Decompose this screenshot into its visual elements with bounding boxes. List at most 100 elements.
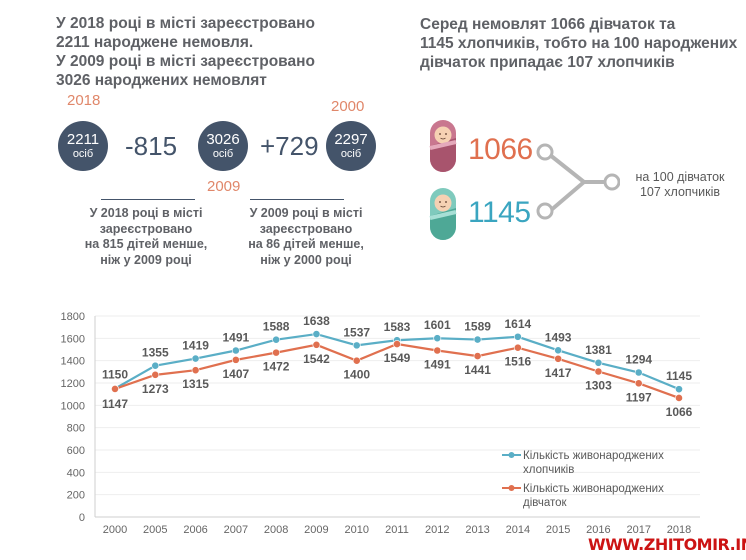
x-tick-label: 2005 [143,524,167,536]
connector-node-girls [536,143,554,161]
legend-label: Кількість живонароджених [523,483,664,495]
data-label: 1549 [384,351,411,365]
year-label-2018: 2018 [67,92,101,109]
data-label: 1537 [343,325,370,339]
circle-value: 2211 [66,130,100,148]
x-tick-label: 2010 [344,524,368,536]
data-point [433,346,442,355]
circle-value: 2297 [334,130,368,148]
data-label: 1601 [424,318,451,332]
x-tick-label: 2006 [183,524,207,536]
boys-count: 1145 [468,196,531,229]
circle-2018-births: 2211 осіб [58,121,108,171]
y-tick-label: 600 [67,445,85,457]
x-tick-label: 2000 [103,524,127,536]
x-tick-label: 2013 [465,524,489,536]
watermark: WWW.ZHITOMIR.INFO [588,535,746,554]
y-tick-label: 1200 [61,378,85,390]
data-point [191,354,200,363]
data-point [312,330,321,338]
y-tick-label: 0 [79,512,85,524]
data-point [191,366,200,375]
data-point [111,385,119,393]
x-tick-label: 2017 [626,524,650,536]
data-point [151,361,160,370]
data-point [675,385,683,394]
data-point [151,370,160,379]
x-tick-label: 2011 [385,524,409,536]
data-label: 1491 [424,358,451,372]
circle-value: 3026 [206,130,240,148]
circle-unit: осіб [340,147,362,160]
note-2018-vs-2009: У 2018 році в місті зареєстровано на 815… [84,206,208,267]
data-point [554,346,563,355]
legend-marker [508,452,515,458]
circle-unit: осіб [72,147,94,160]
data-point [594,358,603,367]
x-tick-label: 2008 [264,524,288,536]
legend-label: хлопчиків [523,464,574,476]
data-label: 1441 [464,363,491,377]
baby-girl-icon [429,120,457,172]
data-label: 1542 [303,352,330,366]
data-label: 1145 [666,369,692,383]
circle-unit: осіб [212,147,234,160]
year-label-2009: 2009 [207,178,241,195]
headline-gender-summary: Серед немовлят 1066 дівчаток та 1145 хло… [420,16,738,71]
data-label: 1066 [666,405,693,419]
data-point [634,379,643,388]
legend-label: Кількість живонароджених [523,450,664,462]
y-tick-label: 1000 [61,400,85,412]
circle-2000-births: 2297 осіб [326,121,376,171]
data-label: 1147 [102,397,128,411]
baby-boy-icon [429,188,457,240]
data-label: 1273 [142,382,169,396]
baby-icons [429,120,457,240]
data-label: 1315 [182,377,209,391]
ratio-text: на 100 дівчаток 107 хлопчиків [635,170,725,199]
headline-births-summary: У 2018 році в місті зареєстровано 2211 н… [56,15,315,89]
data-point [352,341,361,350]
data-labels: 1150 1355 1419 1491 1588 1638 1537 1583 1601 1589… [102,314,693,419]
chart-legend: Кількість живонароджених хлопчиків Кількіс… [502,450,664,509]
data-point [513,343,522,352]
data-label: 1472 [263,360,290,374]
data-point [352,356,361,365]
series-girls [111,340,683,402]
data-point [433,334,442,343]
x-tick-label: 2014 [506,524,530,536]
data-point [513,332,522,341]
x-tick-label: 2018 [667,524,691,536]
girls-count: 1066 [468,133,533,166]
connector-node-boys [536,202,554,220]
y-axis-ticks: 0 200 400 600 800 1000 1200 1400 1600 1800 [61,311,85,524]
diff-2018-vs-2009: -815 [125,131,178,161]
data-label: 1400 [343,368,370,382]
data-point [231,355,240,364]
data-point [473,352,482,360]
data-label: 1491 [223,331,250,345]
x-tick-label: 2015 [546,524,570,536]
data-point [473,335,482,344]
data-point [393,340,401,348]
legend-marker [508,485,515,491]
data-label: 1493 [545,330,572,344]
data-label: 1417 [545,366,572,380]
data-label: 1589 [464,320,491,334]
y-tick-label: 1800 [61,311,85,323]
legend-label: дівчаток [523,497,568,509]
y-tick-label: 400 [67,467,85,479]
x-tick-label: 2007 [224,524,248,536]
data-label: 1303 [585,378,612,392]
data-label: 1355 [142,346,169,360]
data-point [312,340,321,349]
y-tick-label: 1600 [61,333,85,345]
y-tick-label: 800 [67,423,85,435]
data-point [554,354,563,363]
data-label: 1419 [182,339,209,353]
x-tick-label: 2016 [586,524,610,536]
data-point [634,368,643,377]
data-label: 1588 [263,320,290,334]
data-point [272,335,281,344]
